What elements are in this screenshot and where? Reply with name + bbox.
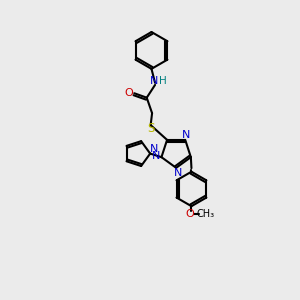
Text: N: N [152,151,160,161]
Text: H: H [160,76,167,86]
Text: N: N [150,76,158,86]
Text: N: N [182,130,190,140]
Text: O: O [186,209,194,219]
Text: N: N [173,168,182,178]
Text: S: S [147,122,154,135]
Text: N: N [149,144,158,154]
Text: CH₃: CH₃ [196,208,214,219]
Text: O: O [124,88,133,98]
